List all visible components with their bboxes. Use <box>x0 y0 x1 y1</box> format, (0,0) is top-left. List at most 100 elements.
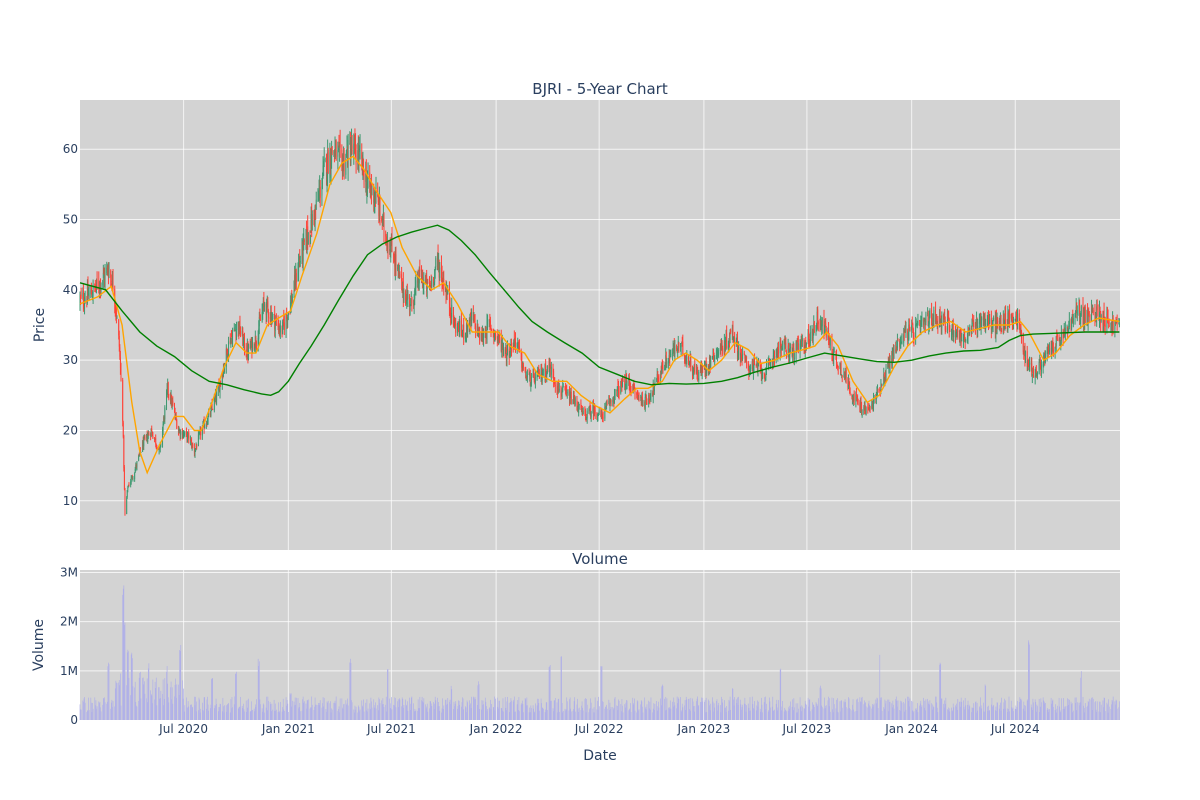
candle-body <box>257 337 259 346</box>
candle-body <box>333 151 335 154</box>
candle-body <box>431 279 433 287</box>
volume-bar <box>976 702 978 720</box>
candle-body <box>349 143 351 145</box>
candle-body <box>143 438 145 447</box>
candle-body <box>429 282 430 289</box>
candle-body <box>469 314 471 328</box>
volume-bar <box>1055 712 1057 720</box>
volume-bar <box>698 704 700 720</box>
candle-body <box>853 393 855 401</box>
volume-bar <box>680 710 682 720</box>
candle-body <box>426 279 428 290</box>
volume-bar <box>522 703 524 720</box>
volume-bar <box>327 702 328 720</box>
volume-bar <box>829 698 831 720</box>
volume-bar <box>339 698 341 720</box>
candle-body <box>796 344 798 350</box>
volume-bar <box>868 703 869 720</box>
volume-bar <box>877 707 879 720</box>
volume-bar <box>244 711 245 720</box>
volume-bar <box>178 684 179 720</box>
price-y-tick-label: 50 <box>63 213 78 227</box>
volume-bar <box>941 698 943 720</box>
volume-bar <box>676 696 678 720</box>
candle-body <box>96 279 98 284</box>
candle-body <box>702 367 704 370</box>
volume-bar <box>502 710 503 720</box>
candle-body <box>335 143 337 145</box>
candle-body <box>915 324 917 339</box>
volume-bar <box>474 696 476 720</box>
volume-bar <box>494 696 495 720</box>
candle-body <box>805 340 807 348</box>
volume-bar <box>601 666 603 720</box>
volume-bar <box>1091 709 1093 720</box>
volume-bar <box>956 709 958 720</box>
candle-body <box>227 353 229 355</box>
candle-body <box>1025 352 1026 362</box>
volume-bar <box>997 702 998 720</box>
candle-body <box>1029 363 1030 366</box>
volume-bar <box>100 711 102 720</box>
volume-bar <box>987 706 988 720</box>
candle-body <box>226 348 228 352</box>
volume-bar <box>1014 708 1016 720</box>
candle-body <box>590 409 592 417</box>
volume-bar <box>736 702 738 720</box>
volume-bar <box>397 701 398 720</box>
volume-bar <box>503 711 504 720</box>
candle-body <box>680 346 681 347</box>
candle-body <box>407 294 409 300</box>
volume-bar <box>901 701 902 720</box>
volume-bar <box>362 706 364 720</box>
volume-bar <box>665 696 667 720</box>
candle-body <box>550 366 552 375</box>
volume-bar <box>398 707 400 720</box>
volume-bar <box>869 706 871 720</box>
candle-body <box>714 357 716 363</box>
candle-body <box>1023 345 1025 355</box>
volume-bar <box>454 703 456 720</box>
volume-bar <box>622 712 624 720</box>
volume-bar <box>486 706 487 720</box>
volume-bar <box>1037 706 1038 720</box>
candle-body <box>355 143 356 158</box>
candle-body <box>741 355 742 359</box>
volume-bar <box>893 704 894 720</box>
candle-body <box>411 297 413 304</box>
candle-body <box>218 384 220 386</box>
volume-bar <box>319 702 320 720</box>
candle-body <box>405 301 407 303</box>
volume-bar <box>681 711 683 720</box>
volume-bar <box>513 696 515 720</box>
candle-body <box>963 340 964 343</box>
volume-bar <box>379 703 381 720</box>
candle-body <box>187 433 189 441</box>
candle-body <box>610 400 611 402</box>
volume-bar <box>231 708 232 720</box>
volume-bar <box>821 705 823 720</box>
candle-body <box>869 407 871 409</box>
candle-body <box>182 435 184 437</box>
volume-bar <box>146 698 147 720</box>
volume-bar <box>469 700 470 720</box>
candle-body <box>707 368 709 370</box>
candle-body <box>724 343 726 351</box>
candle-body <box>493 333 495 336</box>
candle-body <box>118 336 120 347</box>
volume-bar <box>811 709 813 720</box>
candle-body <box>968 327 970 330</box>
volume-bar <box>143 684 145 720</box>
candle-body <box>841 375 843 376</box>
candle-body <box>873 394 875 400</box>
volume-bar <box>837 712 839 720</box>
volume-bar <box>481 700 483 720</box>
candle-body <box>366 183 368 195</box>
candle-body <box>363 158 364 172</box>
volume-bar <box>860 701 861 720</box>
volume-bar <box>171 699 172 720</box>
candle-body <box>600 410 602 418</box>
candle-body <box>162 429 163 445</box>
volume-bar <box>134 687 135 720</box>
